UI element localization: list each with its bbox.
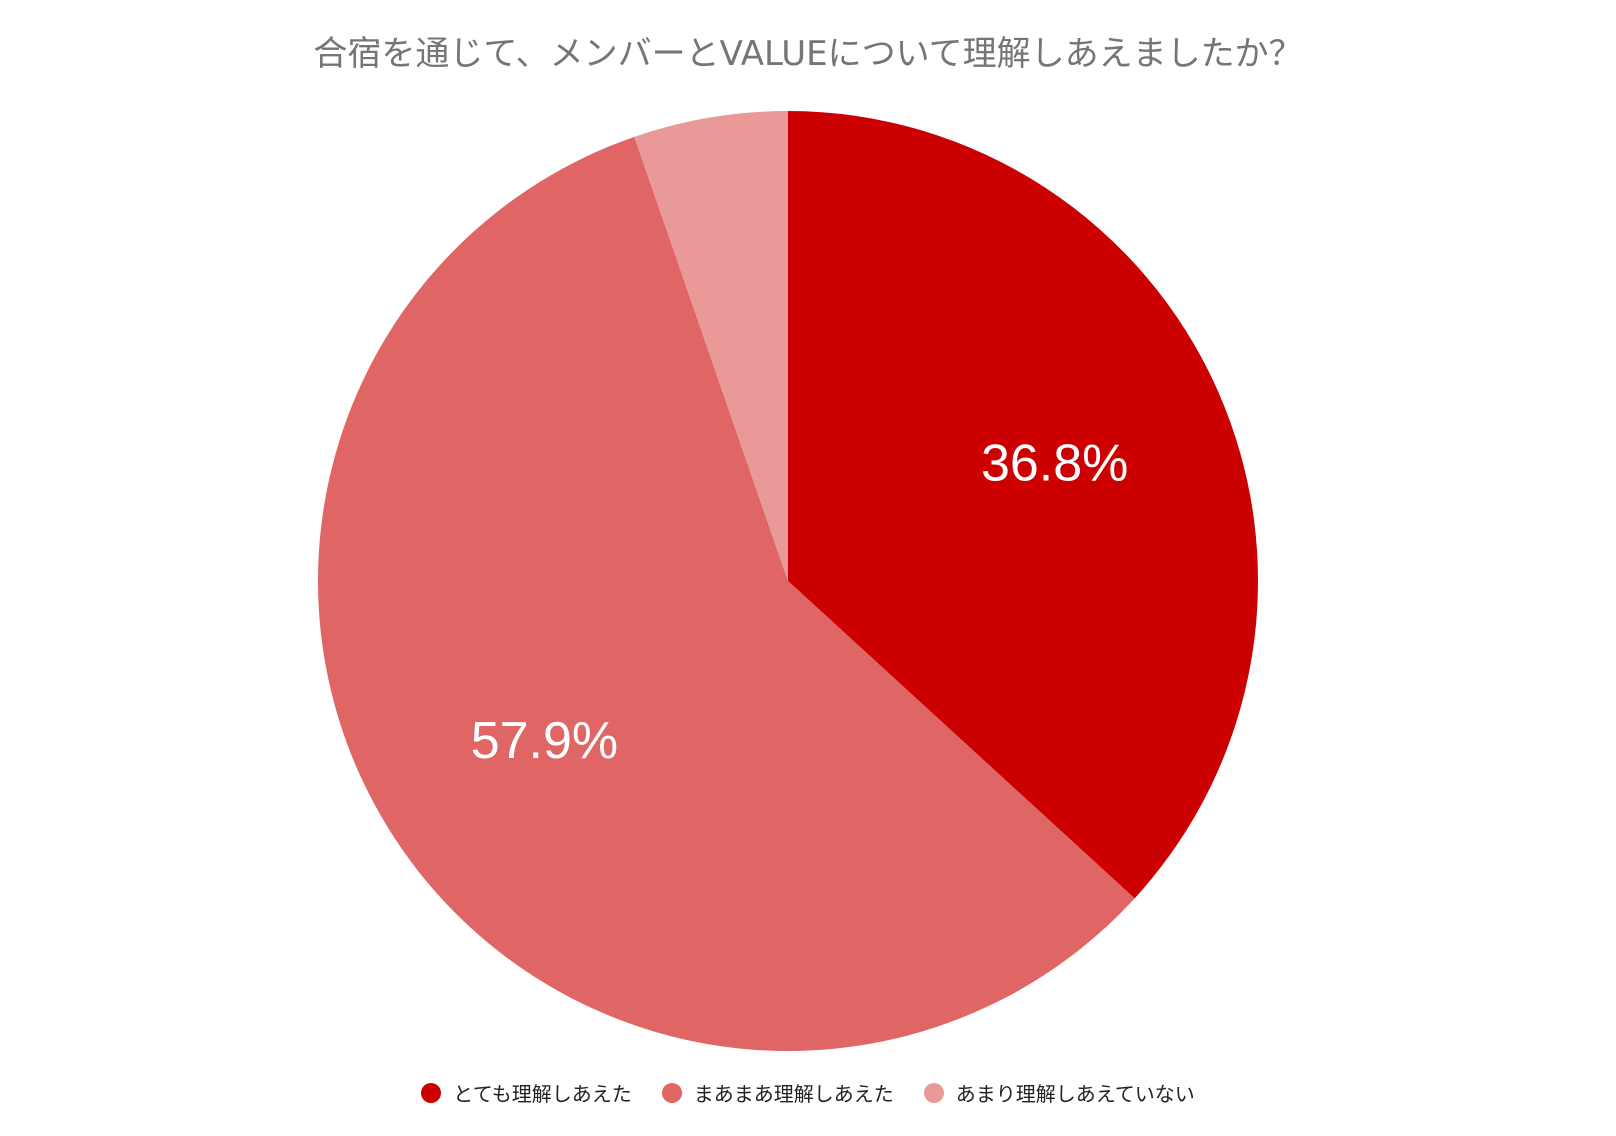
chart-title: 合宿を通じて、メンバーとVALUEについて理解しあえましたか？ (313, 34, 1303, 74)
legend: とても理解しあえた まあまあ理解しあえた あまり理解しあえていない (0, 1078, 1616, 1107)
pie-slice-2 (318, 136, 1135, 1051)
pie-slice-3 (634, 111, 788, 581)
pie-slice-1 (788, 111, 1259, 899)
legend-swatch-2 (661, 1082, 682, 1103)
legend-swatch-3 (923, 1082, 944, 1103)
legend-item-3: あまり理解しあえていない (923, 1078, 1195, 1107)
legend-label-1: とても理解しあえた (453, 1082, 632, 1106)
legend-item-1: とても理解しあえた (421, 1078, 632, 1107)
legend-item-2: まあまあ理解しあえた (661, 1078, 894, 1107)
slice-label-2: 57.9% (471, 712, 618, 770)
pie-plot-area: 36.8% 57.9% (318, 111, 1259, 1051)
slice-label-1: 36.8% (981, 435, 1128, 493)
legend-swatch-1 (421, 1082, 442, 1103)
legend-label-2: まあまあ理解しあえた (693, 1082, 894, 1106)
legend-label-3: あまり理解しあえていない (955, 1082, 1195, 1106)
